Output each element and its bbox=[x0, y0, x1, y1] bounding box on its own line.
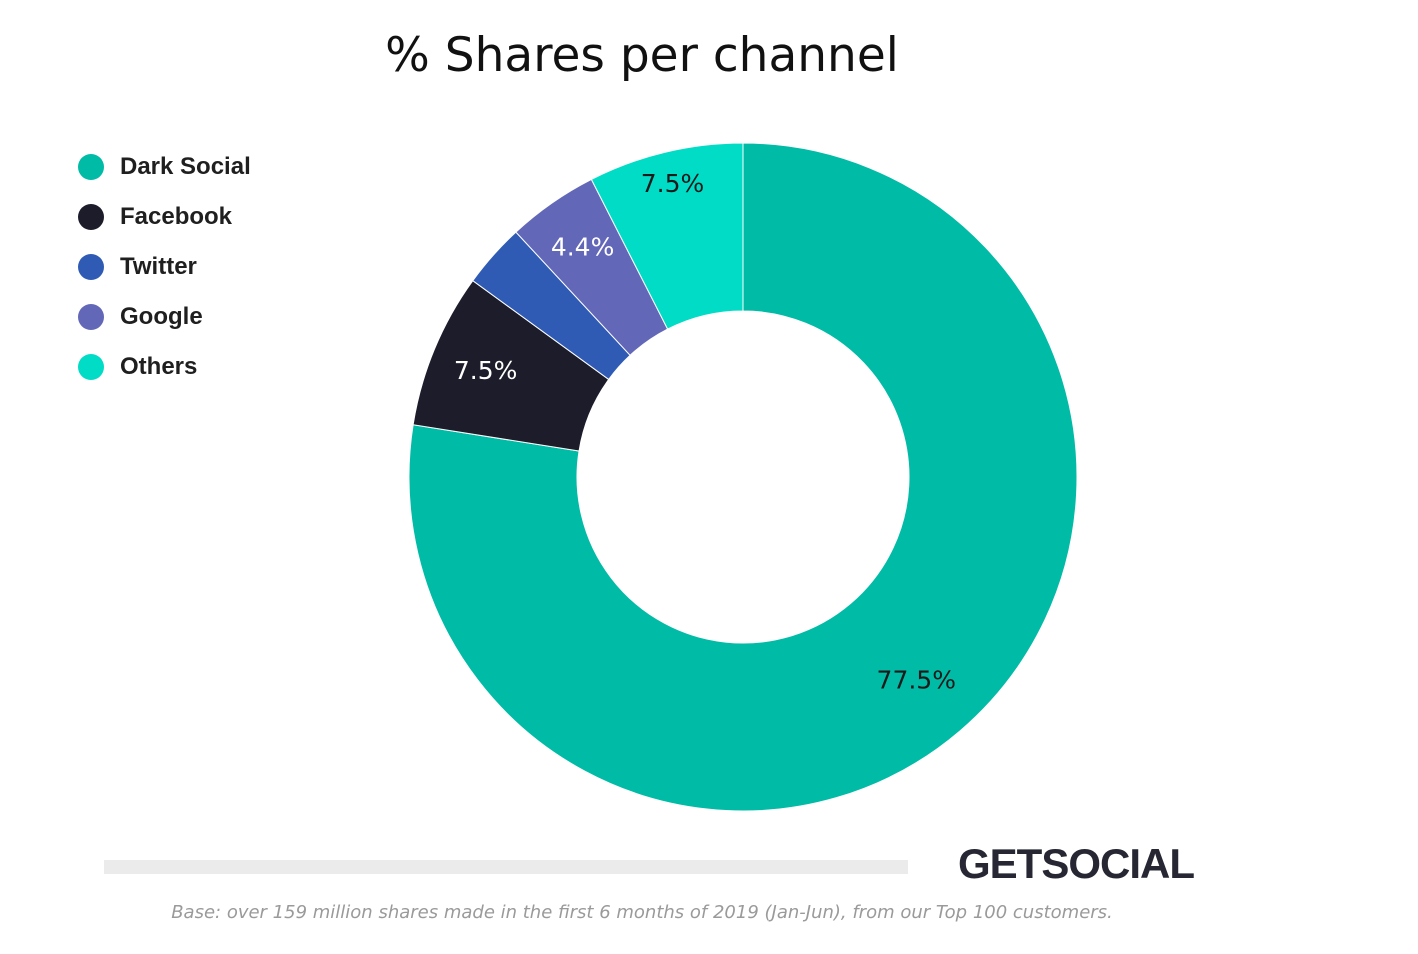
data-label: 7.5% bbox=[641, 169, 705, 198]
slice-others bbox=[590, 142, 744, 330]
legend-label: Facebook bbox=[120, 203, 233, 230]
legend-item: Twitter bbox=[78, 242, 251, 292]
legend-swatch bbox=[78, 354, 104, 380]
legend-swatch bbox=[78, 154, 104, 180]
data-label: 77.5% bbox=[877, 665, 956, 694]
data-label: 7.5% bbox=[454, 356, 518, 385]
legend-swatch bbox=[78, 204, 104, 230]
brand-logo: GETSOCIAL bbox=[958, 840, 1195, 887]
legend-item: Google bbox=[78, 292, 251, 342]
legend-item: Facebook bbox=[78, 192, 251, 242]
legend-label: Dark Social bbox=[120, 153, 251, 180]
legend-swatch bbox=[78, 254, 104, 280]
legend-label: Others bbox=[120, 353, 198, 380]
data-label: 4.4% bbox=[551, 233, 615, 262]
legend-label: Google bbox=[120, 303, 203, 330]
legend-swatch bbox=[78, 304, 104, 330]
divider-bar bbox=[104, 860, 908, 874]
slice-dark-social bbox=[408, 142, 1078, 812]
legend-label: Twitter bbox=[120, 253, 197, 280]
legend-item: Others bbox=[78, 342, 251, 392]
legend-item: Dark Social bbox=[78, 142, 251, 192]
chart-title: % Shares per channel bbox=[385, 28, 899, 83]
chart-legend: Dark Social Facebook Twitter Google Others bbox=[78, 142, 251, 392]
footnote: Base: over 159 million shares made in th… bbox=[171, 902, 1113, 923]
